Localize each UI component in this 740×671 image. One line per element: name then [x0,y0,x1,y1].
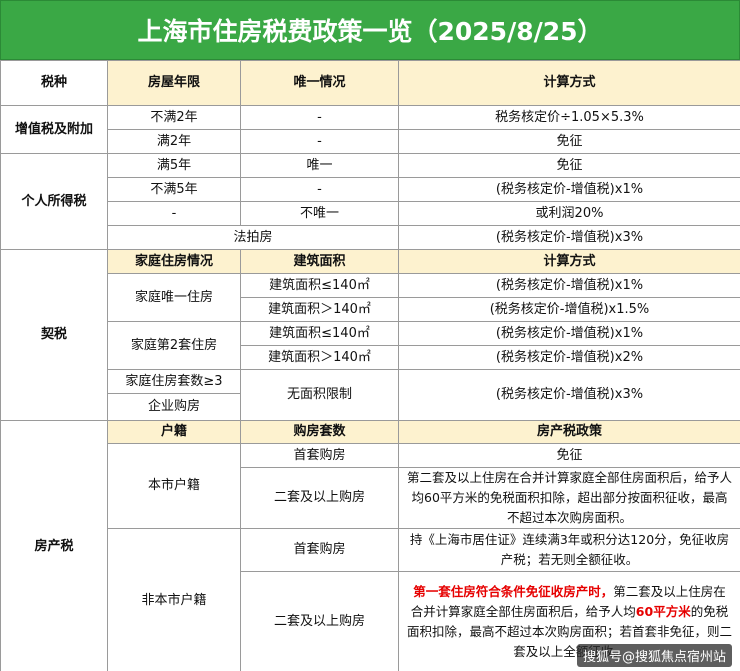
row: 建筑面积＞140㎡ (税务核定价-增值税)x1.5% [1,297,740,322]
header-cell: 建筑面积 [240,249,399,274]
cell: 本市户籍 [107,443,241,529]
cell: (税务核定价-增值税)x3% [398,369,740,421]
cell: 无面积限制 [240,369,399,421]
cell: 或利润20% [398,201,740,226]
cell: - [240,129,399,154]
title: 上海市住房税费政策一览（2025/8/25） [0,0,740,60]
header-cell: 家庭住房情况 [107,249,241,274]
cell: 满2年 [107,129,241,154]
row: 非本市户籍 首套购房 持《上海市居住证》连续满3年或积分达120分，免征收房产税… [1,528,740,671]
row: 二套及以上购房 第二套及以上住房在合并计算家庭全部住房面积后，给予人均60平方米… [1,467,740,529]
cell: 不满5年 [107,177,241,202]
cell: 法拍房 [107,225,399,250]
cell: (税务核定价-增值税)x1% [398,321,740,346]
cell: 家庭住房套数≥3 [107,369,241,394]
cell: 持《上海市居住证》连续满3年或积分达120分，免征收房产税；若无则全额征收。 [398,528,740,572]
cell: (税务核定价-增值税)x1% [398,177,740,202]
text: 第二套及以上住房在合并计算家庭全部住房面积后，给予人均 [410,584,726,619]
cell: 唯一 [240,153,399,178]
cell: 免征 [398,129,740,154]
row: 法拍房 (税务核定价-增值税)x3% [1,225,740,250]
subheader-row: 房产税 户籍 购房套数 房产税政策 [0,420,740,671]
row: 满2年 - 免征 [1,129,740,154]
header-cell: 计算方式 [398,249,740,274]
cell: - [240,177,399,202]
row: 家庭第2套住房 建筑面积≤140㎡ (税务核定价-增值税)x1% [1,321,740,370]
cell: 建筑面积＞140㎡ [240,345,399,370]
row: 增值税及附加 不满2年 - 税务核定价÷1.05×5.3% [0,105,740,154]
row: 二套及以上购房 第一套住房符合条件免征收房产时，第二套及以上住房在合并计算家庭全… [1,571,740,671]
cell: (税务核定价-增值税)x2% [398,345,740,370]
tax-name: 增值税及附加 [0,105,108,154]
header-cell: 唯一情况 [240,60,399,106]
tax-name: 个人所得税 [0,153,108,250]
cell: 第二套及以上住房在合并计算家庭全部住房面积后，给予人均60平方米的免税面积扣除，… [398,467,740,529]
cell: 满5年 [107,153,241,178]
row: 建筑面积＞140㎡ (税务核定价-增值税)x2% [1,345,740,370]
cell: - [240,105,399,130]
row: 不满5年 - (税务核定价-增值税)x1% [1,177,740,202]
text: 的免税面积扣除，最高不超过本次购房面积；若首套非免征，则二套及以上全额征收。 [407,604,733,659]
row: 本市户籍 首套购房 免征 [1,443,740,529]
cell: 税务核定价÷1.05×5.3% [398,105,740,130]
cell: 不唯一 [240,201,399,226]
header-cell: 户籍 [107,420,241,444]
header-cell: 房屋年限 [107,60,241,106]
cell: (税务核定价-增值税)x3% [398,225,740,250]
cell: 二套及以上购房 [240,467,399,529]
cell: 家庭唯一住房 [107,273,241,322]
header-cell: 房产税政策 [398,420,740,444]
header-cell: 购房套数 [240,420,399,444]
row: 企业购房 [1,393,740,421]
tax-name: 契税 [0,249,108,421]
cell: (税务核定价-增值税)x1% [398,273,740,298]
cell: 免征 [398,153,740,178]
cell: - [107,201,241,226]
row: - 不唯一 或利润20% [1,201,740,226]
cell: 免征 [398,443,740,468]
tax-name: 房产税 [0,420,108,671]
header-cell: 税种 [0,60,108,106]
watermark: 搜狐号@搜狐焦点宿州站 [576,644,732,667]
cell: 非本市户籍 [107,528,241,671]
header-cell: 计算方式 [398,60,740,106]
cell: 建筑面积≤140㎡ [240,273,399,298]
cell: 企业购房 [107,393,241,421]
cell: 不满2年 [107,105,241,130]
row: 个人所得税 满5年 唯一 免征 [0,153,740,250]
subheader-row: 契税 家庭住房情况 建筑面积 计算方式 [0,249,740,421]
row: 家庭唯一住房 建筑面积≤140㎡ (税务核定价-增值税)x1% [1,273,740,322]
row: 家庭住房套数≥3 无面积限制 (税务核定价-增值税)x3% [1,369,740,421]
cell: (税务核定价-增值税)x1.5% [398,297,740,322]
cell: 建筑面积＞140㎡ [240,297,399,322]
cell: 首套购房 [240,443,399,468]
cell: 建筑面积≤140㎡ [240,321,399,346]
cell: 首套购房 [240,528,399,572]
cell: 二套及以上购房 [240,571,399,671]
header-row: 税种 房屋年限 唯一情况 计算方式 [0,60,740,106]
cell: 家庭第2套住房 [107,321,241,370]
highlight: 第一套住房符合条件免征收房产时， [413,584,614,599]
cell: 第一套住房符合条件免征收房产时，第二套及以上住房在合并计算家庭全部住房面积后，给… [398,571,740,671]
tax-table: 税种 房屋年限 唯一情况 计算方式 增值税及附加 不满2年 - 税务核定价÷1.… [0,60,740,671]
highlight: 60平方米 [635,604,691,619]
